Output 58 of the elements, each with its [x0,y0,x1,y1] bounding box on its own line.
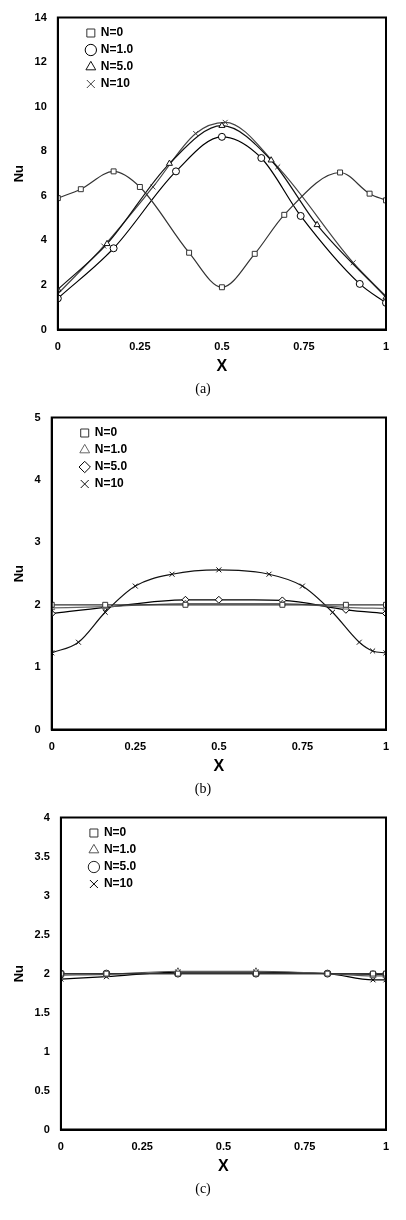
y-tick-label: 0 [43,1122,50,1135]
legend-label: N=5.0 [100,59,134,74]
x-tick-label: 0.75 [291,740,314,753]
y-tick-label: 3 [43,888,50,901]
legend-label: N=1.0 [94,442,128,457]
legend-label: N=10 [100,76,131,91]
y-axis-title: Nu [11,564,27,583]
legend-label: N=5.0 [94,459,128,474]
y-tick-label: 10 [34,99,47,112]
y-tick-label: 1 [34,660,41,673]
y-tick-label: 0 [34,722,41,735]
x-tick-label: 1 [382,1140,390,1153]
x-tick-label: 0.25 [129,340,151,353]
y-tick-label: 12 [34,55,47,68]
legend-label: N=10 [103,876,134,891]
y-tick-label: 2 [40,278,47,291]
x-tick-label: 0.25 [131,1140,153,1153]
y-tick-label: 2 [43,966,50,979]
x-tick-label: 0 [54,340,61,353]
x-tick-label: 0.75 [293,340,315,353]
y-tick-label: 8 [40,144,47,157]
x-axis-title: X [213,756,225,774]
y-tick-label: 2 [34,597,41,610]
text: (a) [194,380,212,398]
y-tick-label: 4 [34,473,42,486]
y-tick-label: 5 [34,410,41,423]
y-tick-label: 1.5 [34,1005,50,1018]
y-tick-label: 3.5 [34,849,50,862]
x-tick-label: 0.5 [211,740,227,753]
legend-label: N=10 [94,476,125,491]
x-tick-label: 0.75 [294,1140,316,1153]
legend-label: N=0 [103,825,127,840]
y-axis-title: Nu [11,964,27,983]
y-tick-label: 2.5 [34,927,50,940]
x-tick-label: 0 [57,1140,64,1153]
x-tick-label: 0.5 [215,1140,232,1153]
y-tick-label: 3 [34,535,41,548]
y-axis-title: Nu [11,164,27,183]
x-tick-label: 1 [382,740,390,753]
legend-label: N=0 [100,25,124,40]
y-tick-label: 4 [43,810,51,823]
x-axis-title: X [216,356,228,374]
x-axis-title: X [218,1156,230,1174]
text: (c) [194,1180,212,1198]
y-tick-label: 0 [40,322,47,335]
x-tick-label: 0.25 [124,740,146,753]
legend-label: N=1.0 [100,42,134,57]
y-tick-label: 14 [34,10,48,23]
x-tick-label: 1 [382,340,390,353]
text: (b) [193,780,213,798]
x-tick-label: 0.5 [214,340,230,353]
y-tick-label: 0.5 [34,1083,50,1096]
legend-label: N=1.0 [103,842,137,857]
legend-label: N=5.0 [103,859,137,874]
legend-label: N=0 [94,425,118,440]
y-tick-label: 6 [40,188,47,201]
y-tick-label: 4 [40,233,48,246]
y-tick-label: 1 [43,1044,50,1057]
